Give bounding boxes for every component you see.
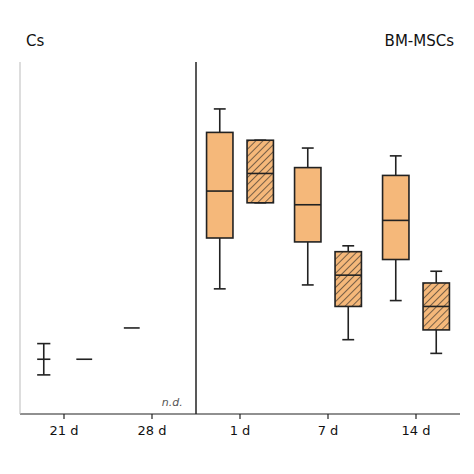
- median: [124, 327, 140, 329]
- x-tick-label: 1 d: [230, 423, 251, 438]
- whisker-cap-low: [430, 353, 442, 355]
- whisker-low: [395, 260, 397, 301]
- x-tick-label: 7 d: [318, 423, 339, 438]
- panel-title: Cs: [26, 32, 44, 50]
- whisker-cap-high: [214, 108, 226, 110]
- whisker-cap-high: [342, 245, 354, 247]
- median: [295, 204, 321, 206]
- x-tick: [239, 414, 240, 419]
- plot-area: [37, 328, 140, 375]
- median: [37, 358, 50, 360]
- plot-area: [207, 109, 450, 353]
- whisker-cap-low: [37, 374, 50, 376]
- median: [76, 358, 92, 360]
- box: [423, 283, 449, 330]
- box: [207, 132, 233, 238]
- box: [247, 140, 273, 203]
- panel-divider: [195, 62, 197, 414]
- box: [383, 175, 409, 259]
- whisker-cap-high: [390, 155, 402, 157]
- whisker-high: [219, 109, 221, 132]
- median: [423, 306, 449, 308]
- whisker-cap-low: [302, 284, 314, 286]
- x-tick-label: 14 d: [402, 423, 431, 438]
- x-tick: [63, 414, 64, 419]
- median: [207, 190, 233, 192]
- whisker-cap-high: [430, 270, 442, 272]
- whisker-high: [435, 271, 437, 283]
- x-tick: [415, 414, 416, 419]
- median: [247, 173, 273, 175]
- whisker-cap-low: [214, 288, 226, 290]
- median: [383, 220, 409, 222]
- x-tick: [151, 414, 152, 419]
- whisker-cap-high: [302, 147, 314, 149]
- x-tick-label: 21 d: [50, 423, 79, 438]
- whisker-low: [435, 330, 437, 353]
- annotation: n.d.: [162, 396, 183, 409]
- chart: Cs 21 d 28 d n.d. BM-MSCs 1 d 7 d 14 d: [0, 0, 474, 474]
- whisker-high: [395, 156, 397, 176]
- panel-title: BM-MSCs: [385, 32, 455, 50]
- whisker-cap-low: [342, 339, 354, 341]
- whisker-high: [307, 148, 309, 168]
- whisker-low: [219, 238, 221, 289]
- box: [295, 168, 321, 242]
- x-tick-label: 28 d: [138, 423, 167, 438]
- x-tick: [327, 414, 328, 419]
- whisker-cap-high: [37, 343, 50, 345]
- whisker-low: [347, 306, 349, 339]
- median: [335, 274, 361, 276]
- whisker-cap-low: [390, 300, 402, 302]
- whisker-low: [307, 242, 309, 285]
- y-axis: [20, 62, 21, 414]
- whisker-high: [347, 246, 349, 252]
- box: [335, 252, 361, 307]
